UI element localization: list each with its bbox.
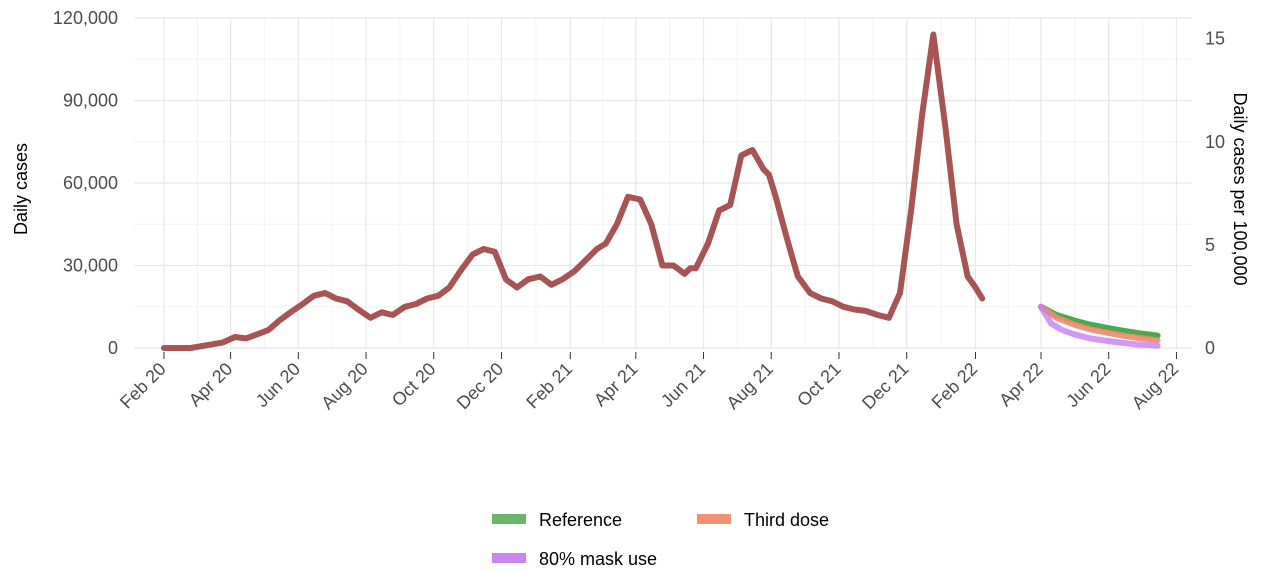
- major-gridlines: [134, 17, 1192, 349]
- y-tick-label: 60,000: [63, 173, 118, 193]
- series-history: [161, 31, 986, 351]
- x-tick-label: Apr 20: [185, 359, 237, 411]
- x-tick-label: Jun 20: [252, 359, 304, 411]
- y2-tick-label: 5: [1205, 235, 1215, 255]
- x-tick-label: Jun 21: [657, 359, 709, 411]
- x-tick-label: Oct 20: [388, 359, 440, 411]
- y2-axis-ticks: 0 5 10 15: [1205, 29, 1225, 358]
- x-axis-ticks: Feb 20 Apr 20 Jun 20 Aug 20 Oct 20 Dec 20 Feb …: [116, 352, 1182, 413]
- legend-label-third-dose: Third dose: [744, 510, 829, 530]
- y2-tick-label: 15: [1205, 29, 1225, 49]
- y-tick-label: 120,000: [53, 8, 118, 28]
- y2-tick-label: 10: [1205, 132, 1225, 152]
- y-axis-ticks: 0 30,000 60,000 90,000 120,000: [53, 8, 118, 358]
- x-tick-label: Aug 22: [1128, 359, 1182, 413]
- x-tick-label: Feb 21: [522, 359, 576, 413]
- y2-tick-label: 0: [1205, 338, 1215, 358]
- x-tick-label: Feb 22: [928, 359, 982, 413]
- x-tick-label: Feb 20: [116, 359, 170, 413]
- x-tick-label: Aug 21: [723, 359, 777, 413]
- y2-axis-title: Daily cases per 100,000: [1230, 92, 1250, 285]
- x-tick-label: Dec 21: [858, 359, 912, 413]
- x-tick-label: Apr 22: [995, 359, 1047, 411]
- series-mask: [1038, 303, 1161, 349]
- y-axis-title: Daily cases: [11, 143, 31, 235]
- x-tick-label: Aug 20: [317, 359, 371, 413]
- x-tick-label: Oct 21: [793, 359, 845, 411]
- y-tick-label: 30,000: [63, 256, 118, 276]
- series-third-dose: [1038, 303, 1161, 344]
- legend-swatch-reference: [492, 514, 526, 524]
- legend-label-mask: 80% mask use: [539, 549, 657, 569]
- x-tick-label: Apr 21: [590, 359, 642, 411]
- y-tick-label: 0: [108, 338, 118, 358]
- x-tick-label: Jun 22: [1062, 359, 1114, 411]
- legend-swatch-mask: [492, 553, 526, 563]
- y-tick-label: 90,000: [63, 91, 118, 111]
- legend-swatch-third-dose: [697, 514, 731, 524]
- legend-label-reference: Reference: [539, 510, 622, 530]
- legend: Reference Third dose 80% mask use: [492, 510, 829, 569]
- x-tick-label: Dec 20: [453, 359, 507, 413]
- series-layer: [161, 31, 1161, 351]
